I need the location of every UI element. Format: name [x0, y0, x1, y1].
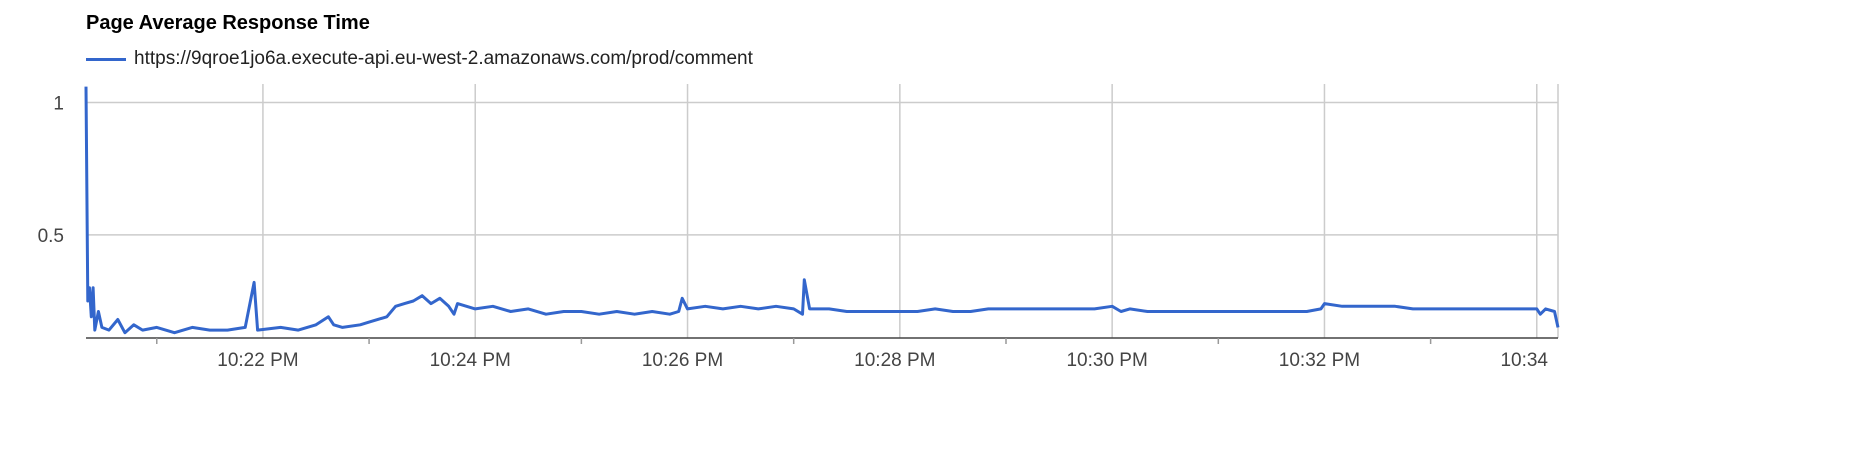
x-tick-label: 10:24 PM — [430, 350, 511, 371]
legend[interactable]: https://9qroe1jo6a.execute-api.eu-west-2… — [86, 46, 753, 72]
x-tick-label: 10:28 PM — [854, 350, 935, 371]
series-layer — [84, 86, 1560, 335]
series-line[interactable] — [84, 86, 1560, 335]
axes — [86, 337, 1558, 344]
tick-labels: 1 0.5 10:22 PM 10:24 PM 10:26 PM 10:28 PM 10:3… — [38, 94, 1549, 371]
x-tick-label: 10:34 — [1500, 350, 1548, 371]
legend-swatch — [86, 57, 126, 61]
y-tick-label: 1 — [53, 94, 64, 115]
gridlines — [86, 84, 1559, 338]
legend-label: https://9qroe1jo6a.execute-api.eu-west-2… — [134, 48, 753, 69]
x-tick-label: 10:22 PM — [217, 350, 298, 371]
chart-title: Page Average Response Time — [86, 12, 370, 34]
x-tick-label: 10:26 PM — [642, 350, 723, 371]
y-tick-label: 0.5 — [38, 226, 64, 247]
x-tick-label: 10:32 PM — [1279, 350, 1360, 371]
x-tick-label: 10:30 PM — [1066, 350, 1147, 371]
